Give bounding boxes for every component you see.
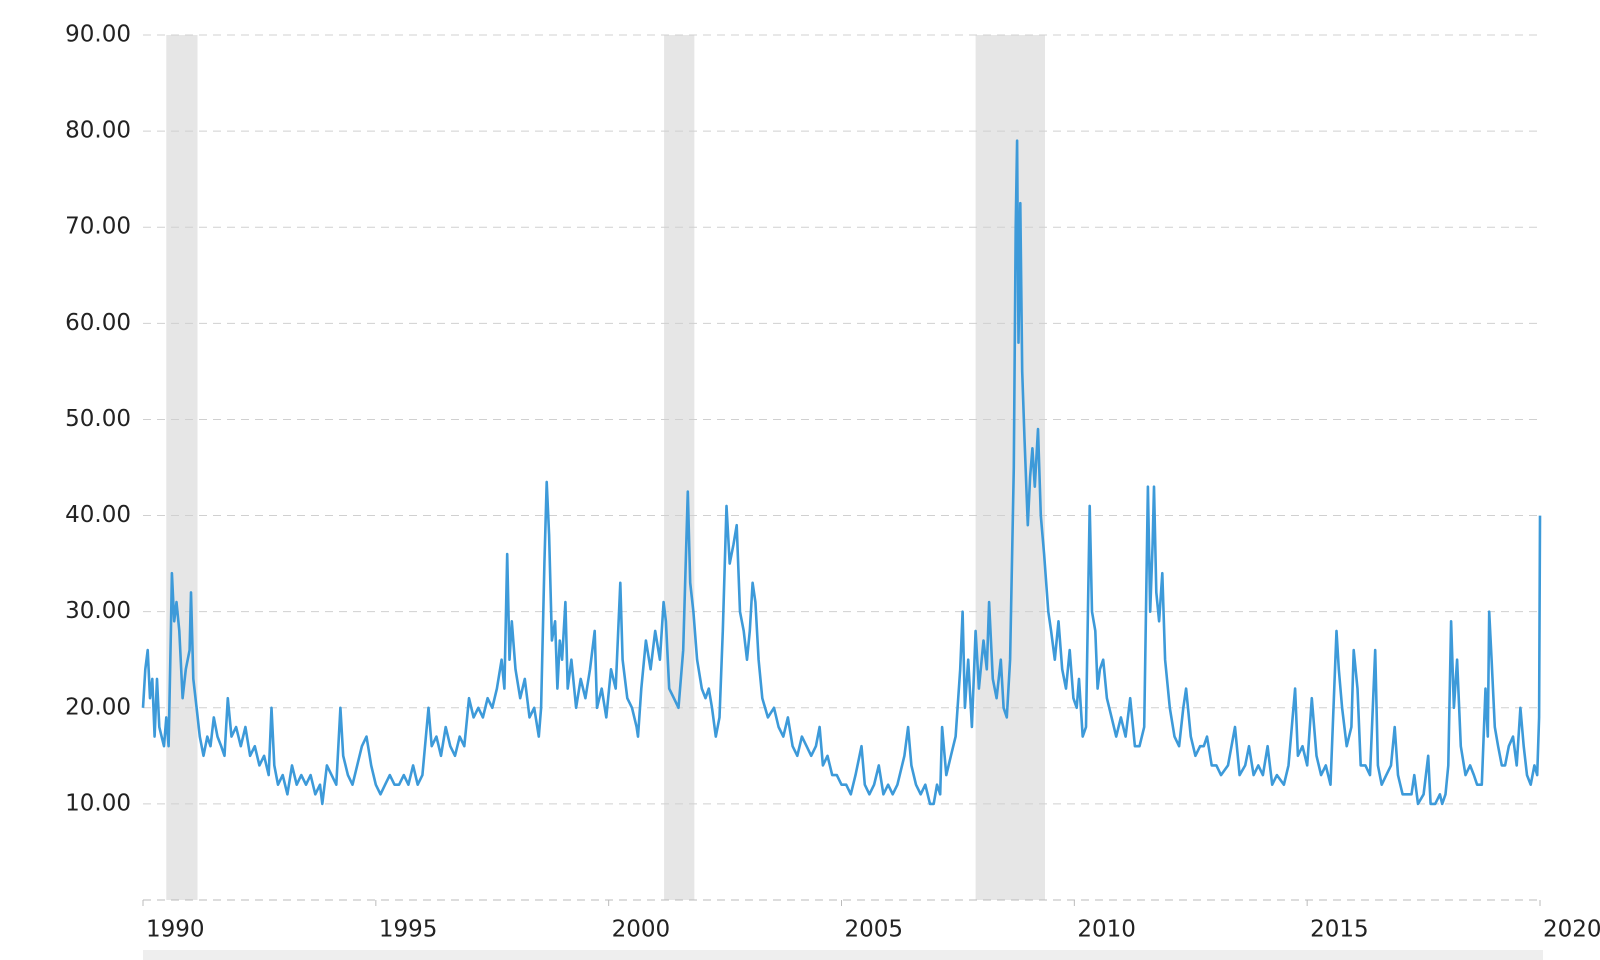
series-line <box>141 139 1542 806</box>
y-tick-label: 90.00 <box>65 22 131 48</box>
y-tick-label: 50.00 <box>65 406 131 432</box>
x-tick-label: 2015 <box>1310 917 1369 943</box>
x-tick-label: 2005 <box>845 917 904 943</box>
x-tick-label: 2010 <box>1077 917 1136 943</box>
y-tick-label: 40.00 <box>65 502 131 528</box>
recession-band <box>664 35 695 900</box>
x-tick-label: 2020 <box>1543 917 1600 943</box>
y-tick-label: 80.00 <box>65 118 131 144</box>
x-tick-label: 2000 <box>612 917 671 943</box>
x-tick-label: 1995 <box>379 917 438 943</box>
y-tick-label: 30.00 <box>65 598 131 624</box>
y-tick-label: 70.00 <box>65 214 131 240</box>
navigator-strip <box>143 950 1543 960</box>
y-tick-label: 20.00 <box>65 694 131 720</box>
y-tick-label: 60.00 <box>65 310 131 336</box>
y-tick-label: 10.00 <box>65 790 131 816</box>
recession-band <box>166 35 198 900</box>
x-tick-label: 1990 <box>146 917 205 943</box>
